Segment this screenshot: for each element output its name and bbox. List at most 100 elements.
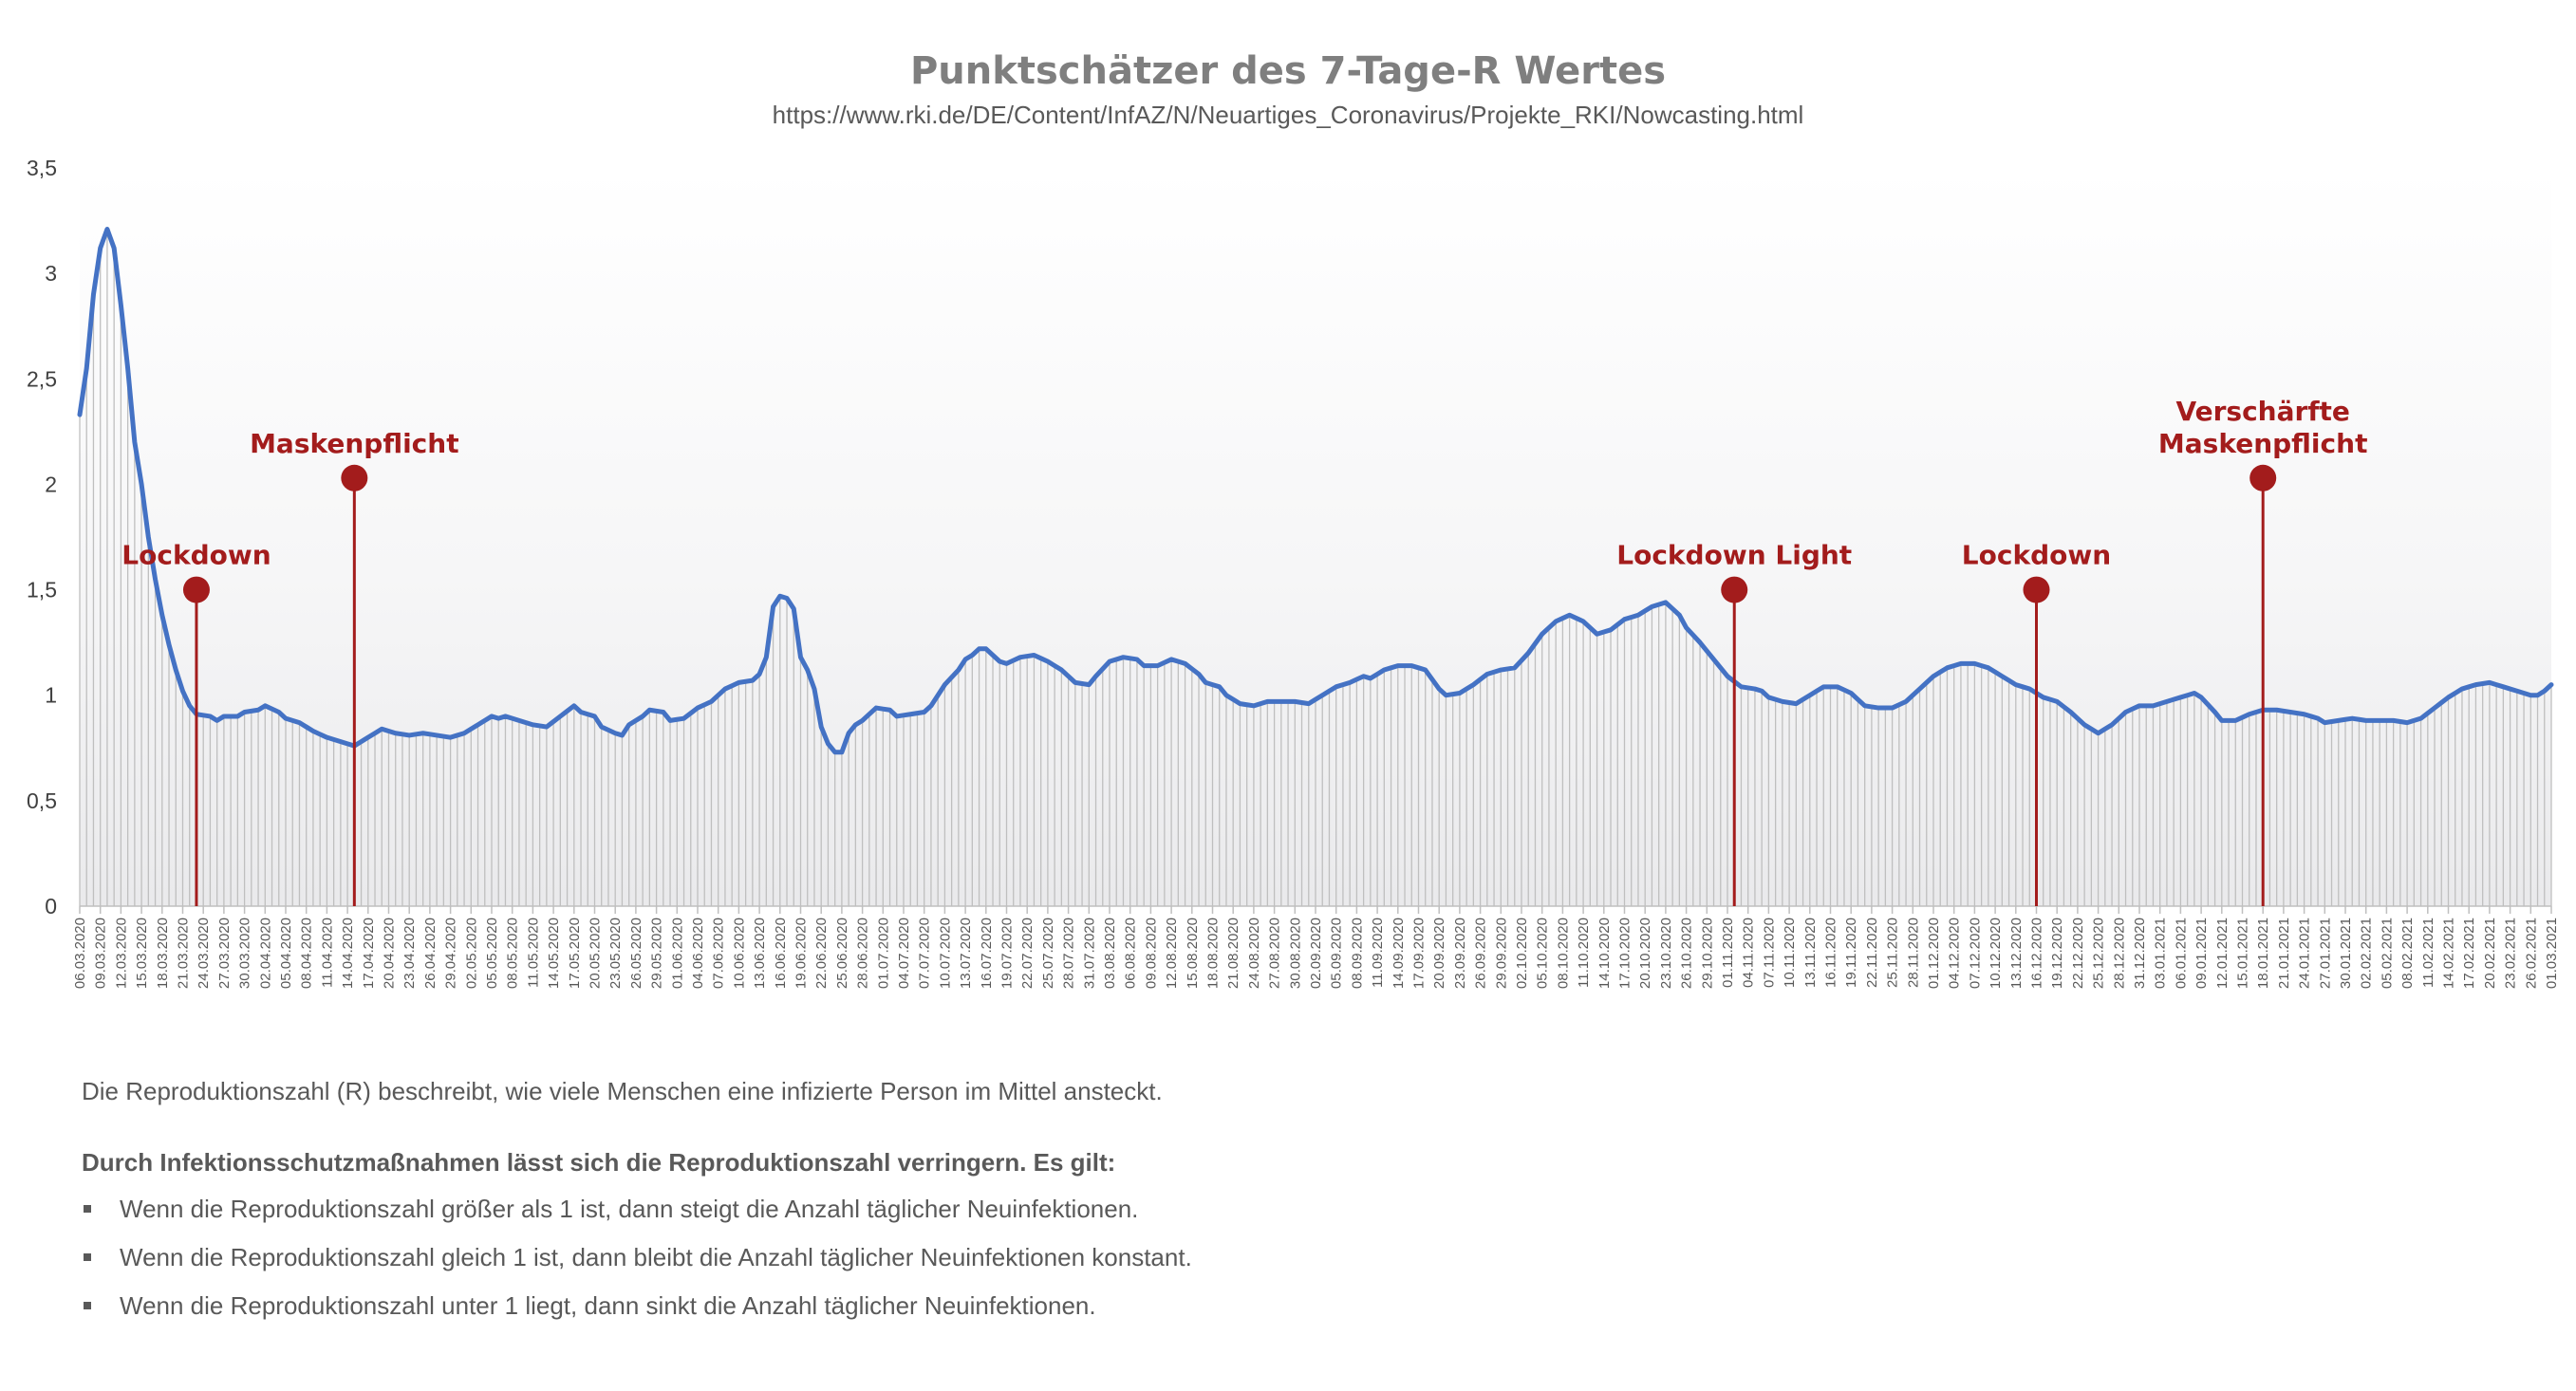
x-tick-label: 29.04.2020 [443,918,459,989]
x-tick-label: 20.02.2021 [2482,918,2498,989]
x-tick-label: 30.08.2020 [1287,918,1303,989]
x-tick-label: 28.12.2020 [2111,918,2127,989]
x-tick-label: 11.02.2021 [2420,918,2436,988]
x-tick-label: 01.03.2021 [2544,918,2560,989]
x-tick-label: 04.12.2020 [1947,918,1963,989]
x-tick-label: 28.11.2020 [1905,918,1921,988]
bullet-icon [84,1302,91,1309]
x-tick-label: 15.03.2020 [134,918,150,989]
x-tick-label: 22.06.2020 [813,918,830,989]
x-tick-label: 08.04.2020 [299,918,315,989]
x-tick-label: 24.01.2021 [2297,918,2313,989]
bullet-icon [84,1205,91,1213]
x-tick-label: 19.06.2020 [793,918,810,989]
x-tick-label: 04.07.2020 [896,918,912,989]
notes-list: Wenn die Reproduktionszahl größer als 1 … [82,1195,2455,1320]
annotation-label: Maskenpflicht [250,428,459,459]
x-tick-label: 22.12.2020 [2070,918,2086,989]
x-tick-label: 21.01.2021 [2276,918,2292,989]
x-tick-label: 23.05.2020 [607,918,624,989]
chart-title: Punktschätzer des 7-Tage-R Wertes [909,49,1667,93]
x-tick-label: 24.08.2020 [1246,918,1262,989]
x-tick-label: 20.05.2020 [588,918,604,989]
x-tick-label: 11.05.2020 [525,918,541,988]
x-tick-label: 08.09.2020 [1349,918,1365,989]
explanation-notes: Die Reproduktionszahl (R) beschreibt, wi… [82,1077,2455,1340]
bullet-text: Wenn die Reproduktionszahl unter 1 liegt… [120,1291,1096,1320]
x-tick-label: 30.01.2021 [2338,918,2354,989]
x-tick-label: 12.08.2020 [1164,918,1180,989]
x-tick-label: 04.11.2020 [1741,918,1757,988]
x-tick-label: 29.09.2020 [1493,918,1509,989]
x-tick-label: 03.01.2021 [2153,918,2169,989]
x-tick-label: 14.05.2020 [546,918,562,989]
x-tick-label: 29.10.2020 [1699,918,1715,989]
x-tick-label: 07.11.2020 [1761,918,1777,988]
x-tick-label: 27.01.2021 [2317,918,2333,989]
x-tick-label: 02.05.2020 [463,918,479,989]
x-tick-label: 26.04.2020 [422,918,439,989]
x-axis: 06.03.2020 09.03.2020 12.03.2020 15.03.2020… [72,905,2560,989]
x-tick-label: 17.02.2021 [2461,918,2477,989]
x-tick-label: 25.12.2020 [2091,918,2107,989]
x-tick-label: 23.09.2020 [1452,918,1468,989]
x-tick-label: 05.05.2020 [484,918,500,989]
x-tick-label: 17.04.2020 [361,918,377,989]
x-tick-label: 18.03.2020 [155,918,171,989]
x-tick-label: 14.10.2020 [1596,918,1613,989]
x-tick-label: 05.02.2021 [2379,918,2395,989]
x-tick-label: 23.10.2020 [1658,918,1674,989]
x-tick-label: 19.11.2020 [1843,918,1859,988]
x-tick-label: 23.04.2020 [401,918,418,989]
x-tick-label: 31.12.2020 [2132,918,2148,989]
x-tick-label: 23.02.2021 [2503,918,2519,989]
x-tick-label: 07.12.2020 [1967,918,1983,989]
x-tick-label: 06.03.2020 [72,918,88,989]
annotation-marker-dot [1721,576,1748,603]
annotation-label: Lockdown [1962,540,2111,571]
x-tick-label: 25.06.2020 [834,918,850,989]
x-tick-label: 20.04.2020 [382,918,398,989]
x-tick-label: 02.02.2021 [2359,918,2375,989]
x-tick-label: 27.03.2020 [216,918,233,989]
x-tick-label: 08.05.2020 [505,918,521,989]
x-tick-label: 15.01.2021 [2235,918,2251,989]
r-value-line [77,226,2554,755]
annotation-label: Verschärfte [2175,396,2349,427]
notes-heading: Durch Infektionsschutzmaßnahmen lässt si… [82,1148,1116,1177]
x-tick-label: 01.11.2020 [1720,918,1736,988]
x-tick-label: 24.03.2020 [196,918,212,989]
notes-bullet: Wenn die Reproduktionszahl gleich 1 ist,… [82,1243,2455,1271]
x-tick-label: 16.06.2020 [773,918,789,989]
notes-bullet: Wenn die Reproduktionszahl unter 1 liegt… [82,1291,2455,1320]
x-tick-label: 02.04.2020 [257,918,273,989]
x-tick-label: 10.06.2020 [731,918,747,989]
x-tick-label: 26.09.2020 [1473,918,1489,989]
x-tick-label: 18.08.2020 [1205,918,1222,989]
x-tick-label: 16.07.2020 [979,918,995,989]
y-tick-label: 2,5 [27,366,57,391]
annotation-label: Maskenpflicht [2158,428,2368,459]
r-value-chart: 00,511,522,533,5 06.03.2020 09.03.2020 12.… [27,156,2560,989]
x-tick-label: 19.07.2020 [999,918,1016,989]
x-tick-label: 18.01.2021 [2255,918,2271,989]
annotation-marker-dot [2249,464,2277,491]
annotation-marker-dot [2023,576,2050,603]
x-tick-label: 28.06.2020 [855,918,871,989]
x-tick-label: 13.07.2020 [958,918,974,989]
x-tick-label: 01.07.2020 [875,918,891,989]
x-tick-label: 02.09.2020 [1308,918,1324,989]
x-tick-label: 09.03.2020 [93,918,109,989]
y-tick-label: 0,5 [27,788,57,813]
annotation-label: Lockdown [121,540,271,571]
notes-intro: Die Reproduktionszahl (R) beschreibt, wi… [82,1077,1163,1105]
x-tick-label: 05.09.2020 [1329,918,1345,989]
x-tick-label: 22.11.2020 [1864,918,1880,988]
x-tick-label: 27.08.2020 [1267,918,1283,989]
x-tick-label: 11.09.2020 [1370,918,1386,988]
y-tick-label: 3 [45,261,57,286]
x-tick-label: 16.12.2020 [2029,918,2045,989]
x-tick-label: 31.07.2020 [1081,918,1097,989]
x-tick-label: 13.11.2020 [1802,918,1819,988]
y-tick-label: 0 [45,894,57,918]
